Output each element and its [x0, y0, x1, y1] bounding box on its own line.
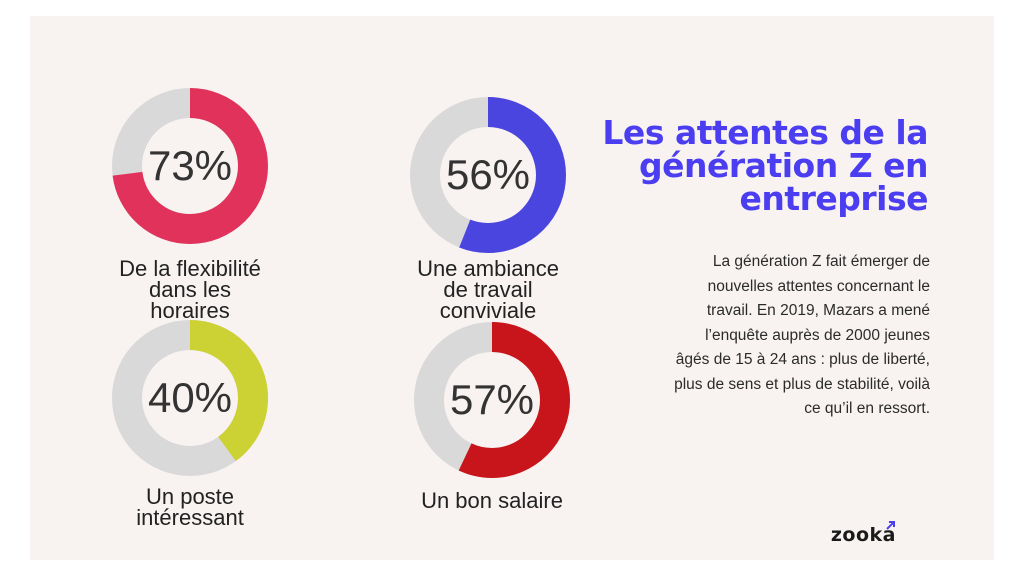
- donut-label-salary: Un bon salaire: [394, 488, 590, 513]
- label-line: Une ambiance: [417, 256, 559, 281]
- donut-salary: 57%: [412, 320, 572, 480]
- paragraph-line: l’enquête auprès de 2000 jeunes: [705, 326, 930, 344]
- donut-percentage: 73%: [147, 142, 233, 189]
- donut-chart-svg: [112, 88, 268, 244]
- label-line: Un bon salaire: [421, 488, 563, 513]
- donut-label-flexibility: De la flexibilité dans les horaires: [92, 256, 288, 323]
- donut-interesting-job: 40%: [110, 318, 270, 478]
- donut-label-interesting-job: Un poste intéressant: [92, 484, 288, 530]
- donut-ambiance: 56%: [408, 95, 568, 255]
- label-line: horaires: [150, 298, 230, 323]
- paragraph-line: travail. En 2019, Mazars a mené: [706, 302, 930, 319]
- paragraph-line: plus de sens et plus de stabilité, voilà: [674, 375, 930, 393]
- donut-percentage: 57%: [449, 376, 535, 423]
- label-line: Un poste: [145, 484, 235, 509]
- label-line: dans les: [149, 277, 231, 302]
- paragraph-line: âgés de 15 à 24 ans : plus de liberté,: [675, 351, 930, 368]
- donut-value-arc: [112, 88, 268, 244]
- donut-chart-svg: [414, 322, 570, 478]
- donut-percentage: 40%: [147, 374, 233, 421]
- title-line: Les attentes de la: [602, 113, 928, 152]
- logo-accent-mark: [886, 521, 895, 530]
- title-line: entreprise: [739, 179, 928, 218]
- description-paragraph: La génération Z fait émerger de nouvelle…: [630, 250, 930, 422]
- infographic-card: 73% De la flexibilité dans les horaires …: [30, 16, 994, 560]
- paragraph-line: La génération Z fait émerger de: [712, 253, 930, 270]
- title-line: génération Z en: [639, 146, 928, 185]
- label-line: intéressant: [136, 505, 244, 530]
- donut-value-arc: [410, 97, 566, 253]
- donut-chart-svg: [410, 97, 566, 253]
- donut-chart-svg: [112, 320, 268, 476]
- donut-value-arc: [414, 322, 570, 478]
- donut-percentage: 56%: [445, 151, 531, 198]
- donut-value-arc: [112, 320, 268, 476]
- label-line: conviviale: [439, 298, 537, 323]
- donut-label-ambiance: Une ambiance de travail conviviale: [390, 256, 586, 323]
- donut-flexibility: 73%: [110, 86, 270, 246]
- page-title: Les attentes de la génération Z en entre…: [568, 116, 928, 215]
- label-line: de travail: [443, 277, 533, 302]
- paragraph-line: nouvelles attentes concernant le: [707, 277, 930, 295]
- label-line: De la flexibilité: [119, 256, 261, 281]
- zooka-logo: zooka: [830, 524, 896, 546]
- paragraph-line: ce qu’il en ressort.: [804, 400, 930, 417]
